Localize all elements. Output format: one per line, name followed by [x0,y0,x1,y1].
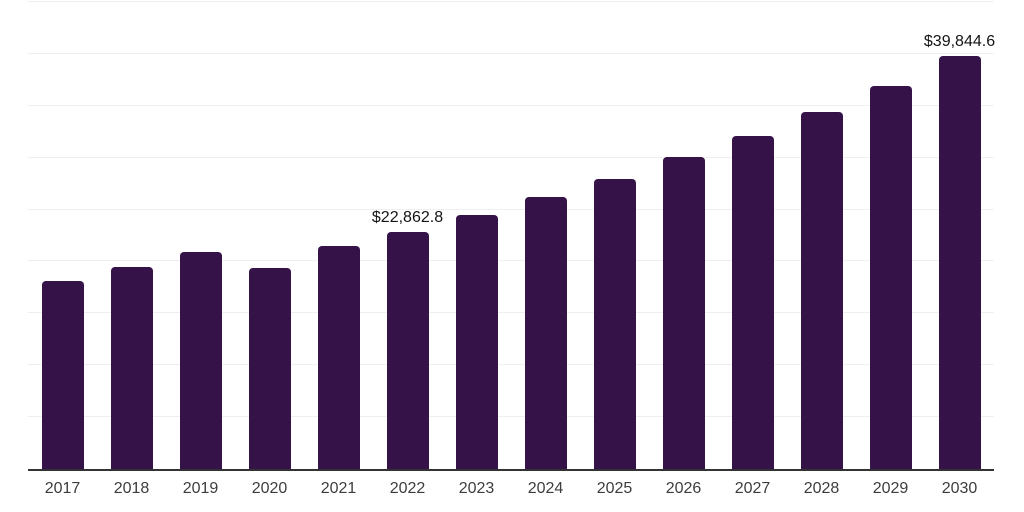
x-tick-2021: 2021 [320,480,357,497]
bar-2020[interactable] [248,268,291,469]
x-tick-2029: 2029 [872,480,909,497]
plot-area: $22,862.8 $39,844.6 [28,1,996,471]
bar-2029[interactable] [869,85,912,469]
bar-2022[interactable] [386,231,429,469]
bar-2024[interactable] [524,196,567,469]
data-label-2030: $39,844.6 [923,32,996,50]
bar-2019[interactable] [179,252,222,469]
data-label-2022: $22,862.8 [371,208,444,226]
x-tick-2027: 2027 [734,480,771,497]
gridline [28,364,994,366]
x-tick-2025: 2025 [596,480,633,497]
bar-2030[interactable] [938,55,981,469]
bar-2021[interactable] [317,245,360,469]
x-tick-2022: 2022 [389,480,426,497]
gridline [28,208,994,210]
x-tick-2024: 2024 [527,480,564,497]
bar-2028[interactable] [800,111,843,469]
x-tick-2023: 2023 [458,480,495,497]
gridline [28,416,994,418]
bar-2017[interactable] [41,281,84,469]
gridline [28,52,994,54]
x-tick-2026: 2026 [665,480,702,497]
bar-2026[interactable] [662,157,705,469]
gridline [28,260,994,262]
x-tick-2017: 2017 [44,480,81,497]
bar-2025[interactable] [593,179,636,469]
x-tick-2019: 2019 [182,480,219,497]
bar-2027[interactable] [731,135,774,469]
x-axis: 2017 2018 2019 2020 2021 2022 2023 2024 2025 2026… [28,481,994,503]
gridline [28,104,994,106]
x-tick-2028: 2028 [803,480,840,497]
bar-2018[interactable] [110,266,153,469]
gridline [28,312,994,314]
gridline [28,156,994,158]
x-tick-2018: 2018 [113,480,150,497]
bar-2023[interactable] [455,214,498,469]
x-tick-2030: 2030 [941,480,978,497]
x-tick-2020: 2020 [251,480,288,497]
gridline [28,1,994,2]
